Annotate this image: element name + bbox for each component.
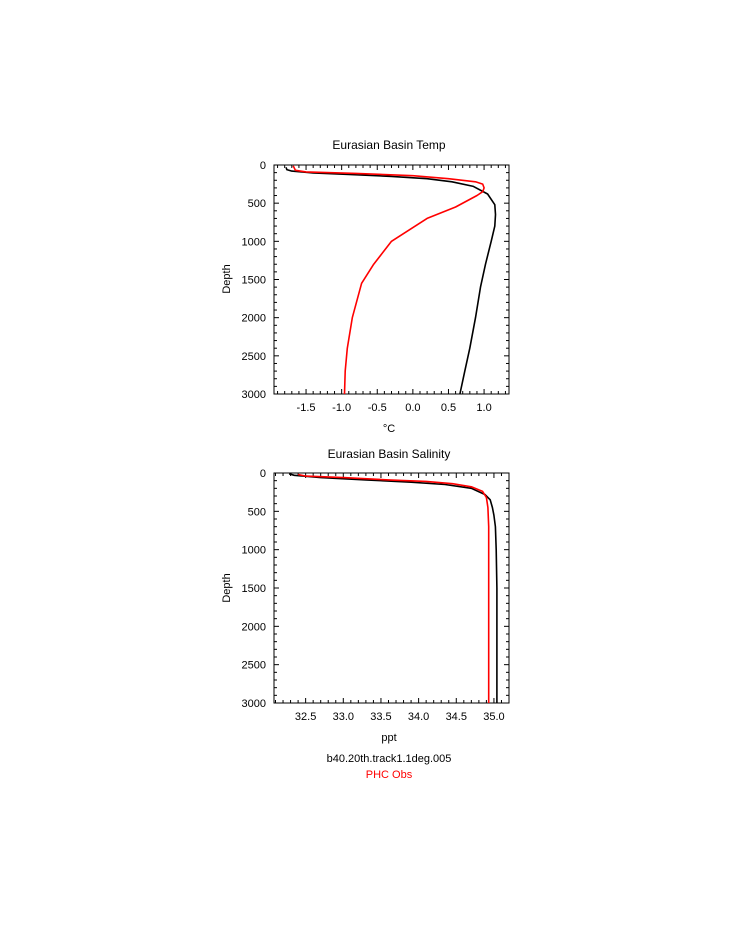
legend-item-obs: PHC Obs xyxy=(366,769,413,781)
temp-x-tick-label: -0.5 xyxy=(368,402,387,414)
temp-x-tick-label: 0.0 xyxy=(405,402,420,414)
salinity-x-tick-label: 33.0 xyxy=(333,711,354,723)
salinity-y-tick-label: 3000 xyxy=(242,698,266,710)
temp-y-tick-label: 2500 xyxy=(242,351,266,363)
salinity-x-tick-label: 34.5 xyxy=(446,711,467,723)
legend: b40.20th.track1.1deg.005 PHC Obs xyxy=(327,753,452,781)
temp-plot-frame xyxy=(273,164,510,395)
temp-panel: Eurasian Basin Temp -1.5 -1.0 -0.5 0.0 0.5 1.… xyxy=(221,138,510,435)
salinity-plot-area: 32.5 33.0 33.5 34.0 34.5 35.0 0 500 1000 1500 2000… xyxy=(242,468,510,723)
salinity-plot-frame xyxy=(273,472,510,704)
salinity-y-tick-label: 1000 xyxy=(242,545,266,557)
salinity-y-axis-label: Depth xyxy=(221,573,233,602)
temp-y-tick-label: 500 xyxy=(248,198,266,210)
temp-series-line-obs xyxy=(292,165,485,395)
salinity-x-tick-label: 34.0 xyxy=(408,711,429,723)
salinity-x-tick-label: 32.5 xyxy=(295,711,316,723)
salinity-y-tick-label: 2000 xyxy=(242,621,266,633)
salinity-chart-title: Eurasian Basin Salinity xyxy=(328,447,451,461)
salinity-x-axis-label: ppt xyxy=(381,732,396,744)
salinity-y-tick-label: 500 xyxy=(248,506,266,518)
salinity-y-tick-label: 2500 xyxy=(242,660,266,672)
temp-y-tick-label: 3000 xyxy=(242,389,266,401)
temp-y-tick-label: 0 xyxy=(260,160,266,172)
salinity-panel: Eurasian Basin Salinity 32.5 33.0 33.5 34.0… xyxy=(221,447,510,744)
temp-y-tick-label: 2000 xyxy=(242,313,266,325)
temp-y-tick-label: 1000 xyxy=(242,236,266,248)
salinity-y-tick-label: 0 xyxy=(260,468,266,480)
temp-x-tick-label: 0.5 xyxy=(441,402,456,414)
salinity-series-line-model xyxy=(288,473,498,703)
temp-series-line-model xyxy=(285,167,497,395)
temp-x-axis-label: °C xyxy=(383,423,395,435)
salinity-x-tick-label: 33.5 xyxy=(370,711,391,723)
temp-x-tick-label: -1.0 xyxy=(332,402,351,414)
salinity-y-tick-label: 1500 xyxy=(242,583,266,595)
temp-y-tick-label: 1500 xyxy=(242,275,266,287)
temp-x-tick-label: -1.5 xyxy=(297,402,316,414)
temp-chart-title: Eurasian Basin Temp xyxy=(332,138,446,152)
legend-item-model: b40.20th.track1.1deg.005 xyxy=(327,753,452,765)
temp-x-tick-label: 1.0 xyxy=(476,402,491,414)
salinity-x-tick-label: 35.0 xyxy=(483,711,504,723)
temp-plot-area: -1.5 -1.0 -0.5 0.0 0.5 1.0 0 500 1000 1500 2000 250… xyxy=(242,160,510,414)
temp-y-axis-label: Depth xyxy=(221,264,233,293)
salinity-series-line-obs xyxy=(297,473,490,703)
